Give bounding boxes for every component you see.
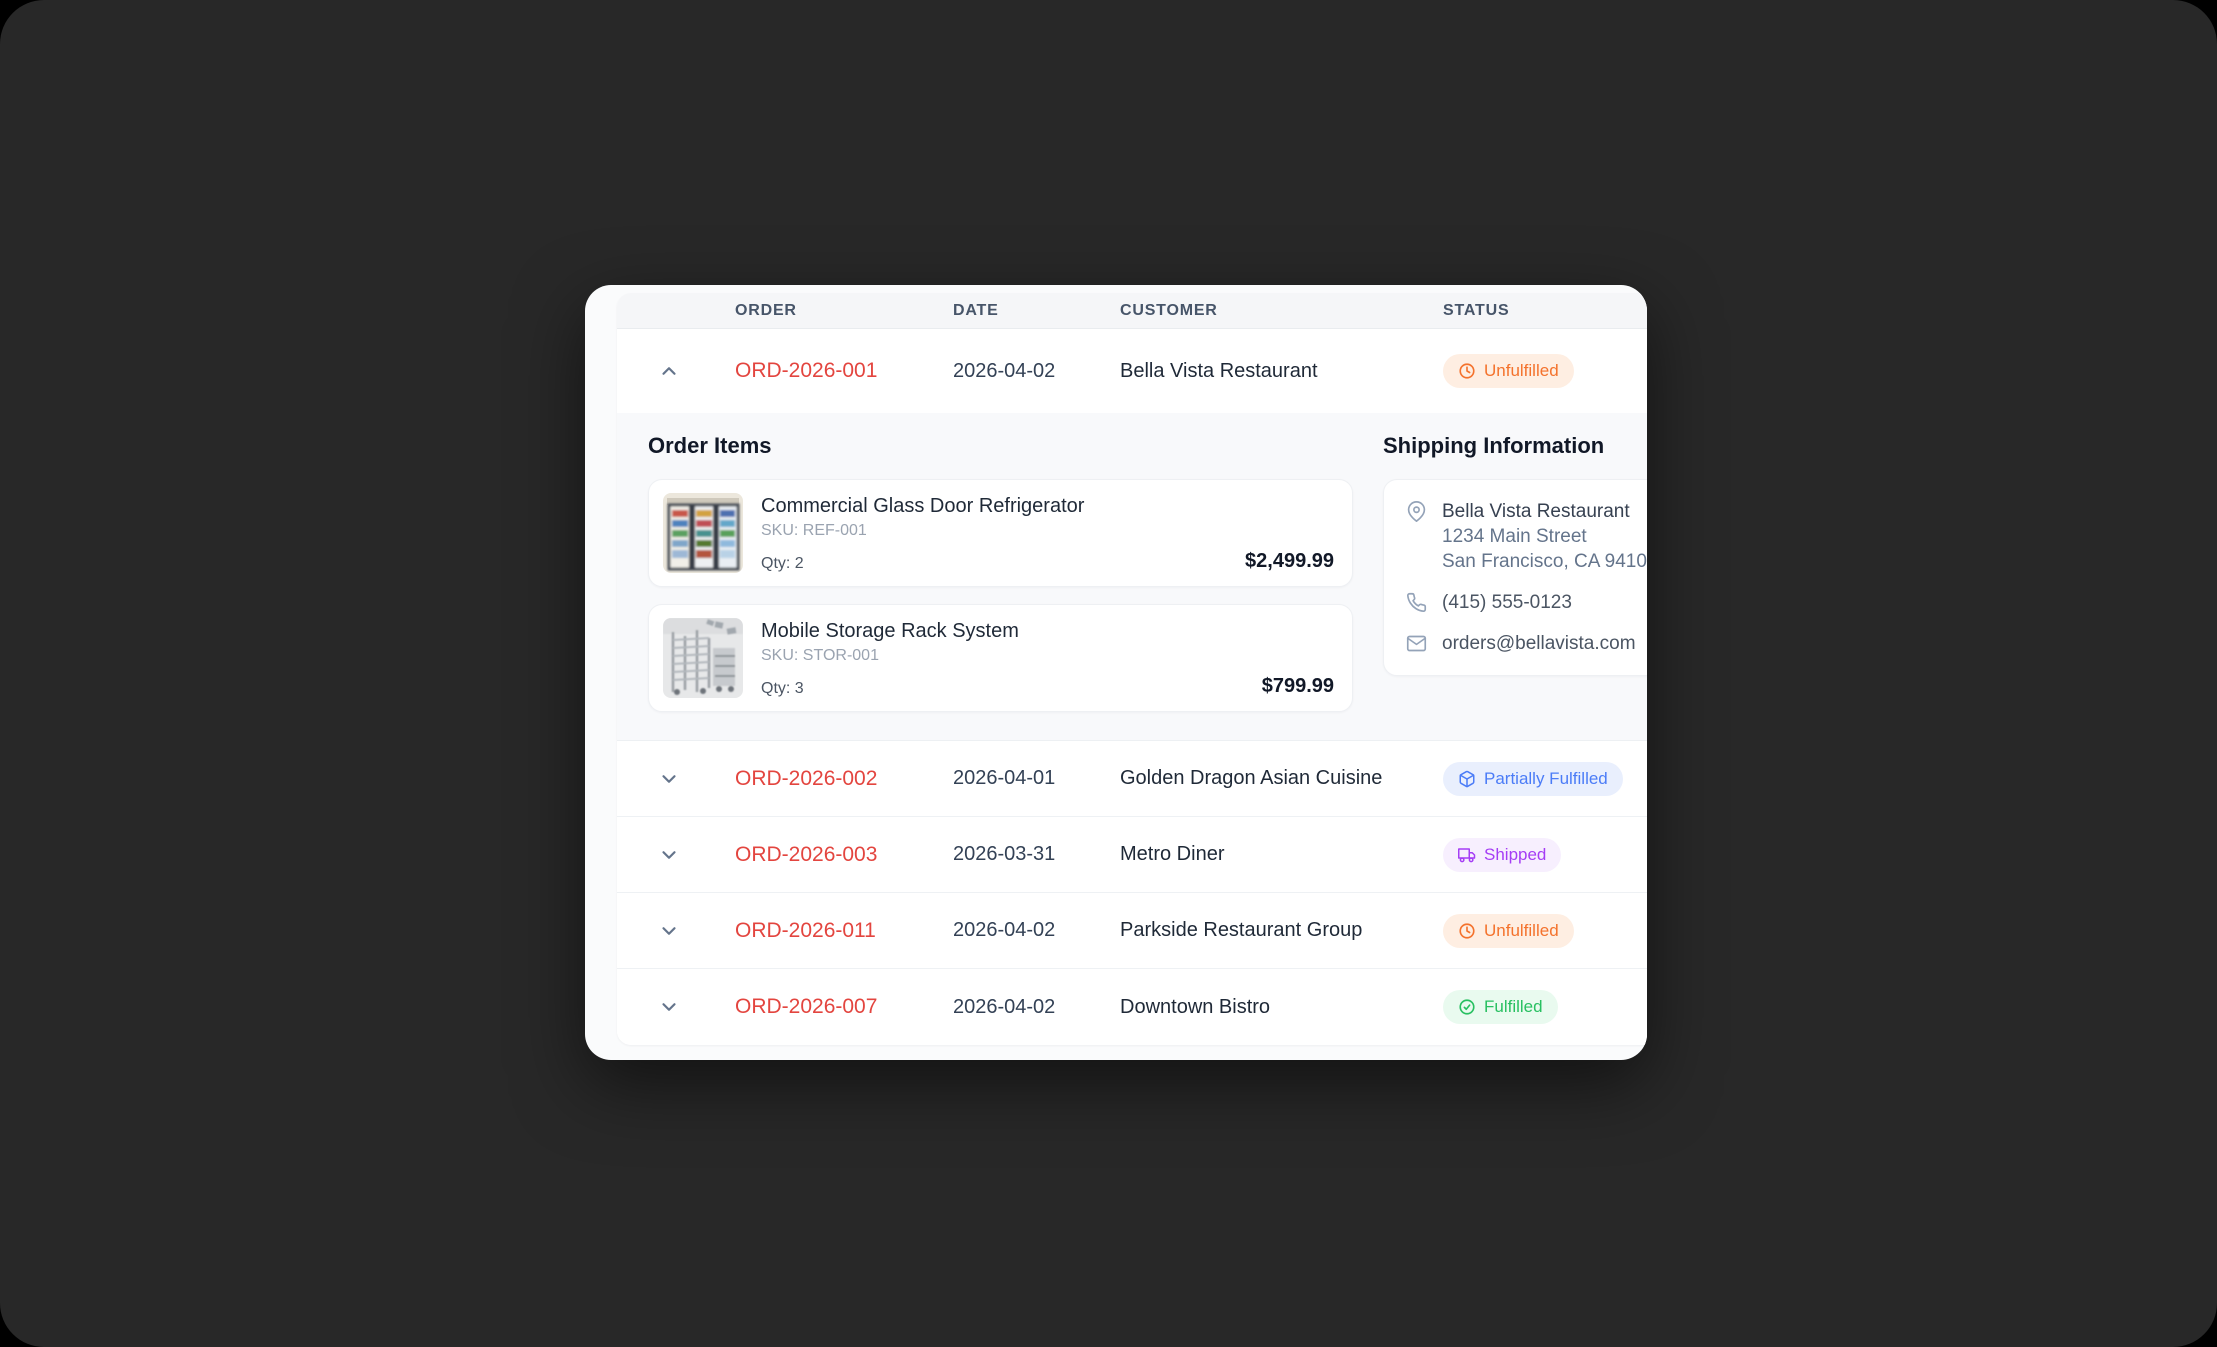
status-badge: Fulfilled [1443, 990, 1558, 1024]
column-header-status: Status [1443, 301, 1510, 319]
glass-door-refrigerator-photo [663, 493, 743, 573]
item-name: Mobile Storage Rack System [761, 620, 1019, 642]
clock-icon [1459, 363, 1475, 379]
order-detail-section: Order Items [617, 413, 1647, 741]
package-icon [1459, 770, 1475, 787]
order-customer: Downtown Bistro [1120, 995, 1271, 1018]
status-badge: Unfulfilled [1443, 913, 1574, 948]
table-row[interactable]: ORD-2026-001 2026-04-02 Bella Vista Rest… [617, 329, 1647, 413]
order-id-link[interactable]: ORD-2026-007 [735, 995, 878, 1018]
shipping-information-title: Shipping Information [1383, 433, 1605, 458]
item-price: $2,499.99 [1245, 550, 1334, 572]
expand-row-button[interactable] [655, 841, 683, 869]
order-date: 2026-04-02 [953, 359, 1056, 382]
item-price: $799.99 [1261, 675, 1334, 697]
item-name: Commercial Glass Door Refrigerator [761, 495, 1085, 517]
map-pin-icon [1407, 501, 1426, 522]
item-quantity: Qty: 2 [761, 555, 804, 572]
status-label: Unfulfilled [1484, 920, 1559, 940]
order-item-card: Commercial Glass Door Refrigerator SKU: … [648, 479, 1353, 587]
order-date: 2026-04-01 [953, 767, 1056, 789]
orders-table-panel: Order Date Customer Status ORD-2026-001 … [617, 293, 1647, 1045]
mail-icon [1406, 635, 1427, 652]
status-label: Shipped [1484, 844, 1547, 864]
collapse-row-button[interactable] [655, 357, 683, 385]
table-row[interactable]: ORD-2026-011 2026-04-02 Parkside Restaur… [617, 893, 1647, 969]
status-badge: Unfulfilled [1443, 354, 1574, 388]
status-label: Unfulfilled [1484, 361, 1559, 380]
item-sku: SKU: STOR-001 [761, 647, 879, 664]
order-customer: Bella Vista Restaurant [1120, 359, 1318, 382]
column-header-date: Date [953, 301, 999, 319]
order-customer: Parkside Restaurant Group [1120, 919, 1363, 941]
table-header: Order Date Customer Status [617, 293, 1647, 329]
chevron-up-icon [662, 367, 676, 375]
check-circle-icon [1459, 999, 1475, 1015]
table-row[interactable]: ORD-2026-007 2026-04-02 Downtown Bistro … [617, 969, 1647, 1045]
shipping-email: orders@bellavista.com [1442, 633, 1636, 654]
expand-row-button[interactable] [655, 993, 683, 1021]
shipping-address2: San Francisco, CA 94102 [1442, 551, 1647, 572]
column-header-customer: Customer [1120, 301, 1218, 319]
item-sku: SKU: REF-001 [761, 522, 867, 539]
table-row[interactable]: ORD-2026-003 2026-03-31 Metro Diner Ship… [617, 817, 1647, 893]
clock-icon [1459, 922, 1475, 939]
status-label: Partially Fulfilled [1484, 768, 1608, 788]
order-item-card: Mobile Storage Rack System SKU: STOR-001… [648, 604, 1353, 712]
order-date: 2026-04-02 [953, 995, 1056, 1018]
order-id-link[interactable]: ORD-2026-002 [735, 766, 878, 790]
status-label: Fulfilled [1484, 997, 1543, 1016]
order-id-link[interactable]: ORD-2026-001 [735, 359, 878, 382]
status-badge: Shipped [1443, 837, 1562, 872]
order-customer: Metro Diner [1120, 843, 1225, 865]
phone-icon [1406, 592, 1427, 613]
item-quantity: Qty: 3 [761, 680, 804, 697]
status-badge: Partially Fulfilled [1443, 761, 1623, 796]
order-date: 2026-04-02 [953, 919, 1056, 941]
orders-card: Order Date Customer Status ORD-2026-001 … [585, 285, 1647, 1060]
chevron-down-icon [662, 1003, 676, 1011]
shipping-address1: 1234 Main Street [1442, 526, 1587, 547]
order-customer: Golden Dragon Asian Cuisine [1120, 767, 1383, 789]
chevron-down-icon [662, 926, 676, 935]
expand-row-button[interactable] [655, 917, 683, 945]
expand-row-button[interactable] [655, 765, 683, 793]
shipping-info-card: Bella Vista Restaurant 1234 Main Street … [1383, 479, 1647, 676]
storage-rack-photo [663, 618, 743, 698]
order-id-link[interactable]: ORD-2026-011 [735, 918, 876, 942]
order-id-link[interactable]: ORD-2026-003 [735, 842, 878, 866]
order-date: 2026-03-31 [953, 843, 1056, 865]
order-items-title: Order Items [648, 433, 772, 458]
shipping-phone: (415) 555-0123 [1442, 592, 1572, 613]
chevron-down-icon [662, 774, 676, 783]
truck-icon [1458, 847, 1476, 862]
shipping-name: Bella Vista Restaurant [1442, 501, 1630, 522]
chevron-down-icon [662, 850, 676, 859]
table-row[interactable]: ORD-2026-002 2026-04-01 Golden Dragon As… [617, 741, 1647, 817]
column-header-order: Order [735, 301, 797, 319]
